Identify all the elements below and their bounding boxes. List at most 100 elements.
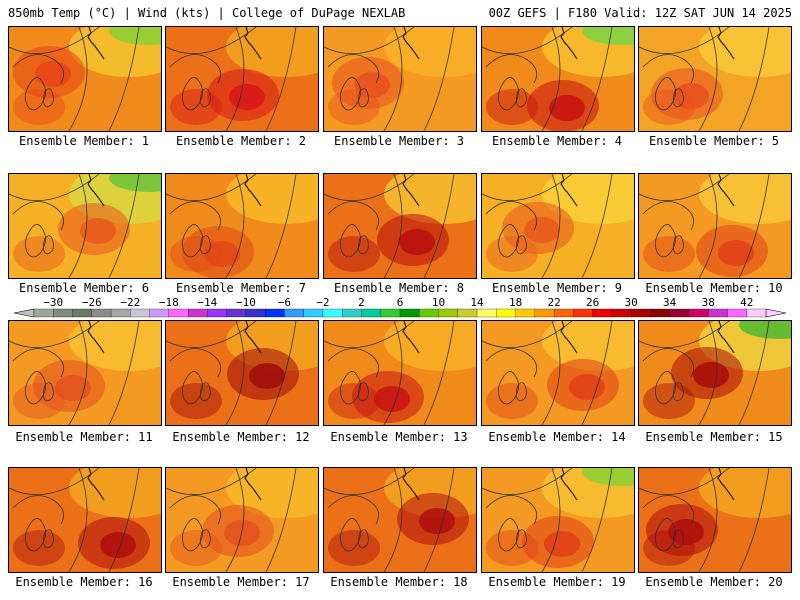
temperature-colorbar: −30 −26 −22 −18 −14 −10 −6 −2 2 6 10 14 18 22 26 30 34 38… <box>13 296 787 318</box>
colorbar-swatch <box>342 308 362 318</box>
colorbar-swatch <box>708 308 728 318</box>
colorbar-swatch <box>303 308 324 318</box>
colorbar-tick-label: 10 <box>432 296 445 309</box>
colorbar-swatch <box>438 308 459 318</box>
colorbar-tick-label: 14 <box>470 296 484 309</box>
header-run-info: 00Z GEFS | F180 Valid: 12Z SAT JUN 14 20… <box>488 6 792 20</box>
colorbar-swatch <box>592 308 613 318</box>
temperature-map <box>9 321 161 425</box>
ensemble-panel-20 <box>638 467 792 573</box>
colorbar-swatch <box>33 308 54 318</box>
colorbar-swatch <box>727 308 748 318</box>
temperature-map <box>482 27 634 131</box>
ensemble-member-label: Ensemble Member: 12 <box>172 430 310 444</box>
colorbar-swatch <box>130 308 151 318</box>
colorbar-swatch <box>515 308 536 318</box>
header-title: 850mb Temp (°C) | Wind (kts) | College o… <box>8 6 406 20</box>
colorbar-swatch <box>168 308 189 318</box>
ensemble-member-label: Ensemble Member: 15 <box>645 430 783 444</box>
temperature-map <box>639 174 791 278</box>
temperature-map <box>324 27 476 131</box>
ensemble-member-label: Ensemble Member: 1 <box>18 134 150 148</box>
ensemble-panel-5 <box>638 26 792 132</box>
colorbar-swatch <box>496 308 517 318</box>
colorbar-tick-label: 34 <box>663 296 677 309</box>
ensemble-member-label: Ensemble Member: 13 <box>330 430 468 444</box>
colorbar-tick-label: 42 <box>740 296 753 309</box>
ensemble-member-label: Ensemble Member: 3 <box>333 134 465 148</box>
colorbar-swatch <box>361 308 382 318</box>
colorbar-high-arrow <box>765 308 787 318</box>
colorbar-swatch <box>187 308 208 318</box>
temperature-map <box>166 27 318 131</box>
colorbar-swatch <box>457 308 478 318</box>
temperature-map <box>639 321 791 425</box>
temperature-map <box>9 174 161 278</box>
ensemble-panel-14 <box>481 320 635 426</box>
temperature-map <box>324 174 476 278</box>
ensemble-panel-1 <box>8 26 162 132</box>
ensemble-panel-19 <box>481 467 635 573</box>
ensemble-member-label: Ensemble Member: 5 <box>648 134 780 148</box>
ensemble-member-label: Ensemble Member: 14 <box>488 430 626 444</box>
ensemble-panel-7 <box>165 173 319 279</box>
colorbar-swatch <box>207 308 228 318</box>
ensemble-panel-6 <box>8 173 162 279</box>
colorbar-tick-label: −6 <box>278 296 291 309</box>
temperature-map <box>482 321 634 425</box>
colorbar-low-arrow <box>13 308 35 318</box>
temperature-map <box>9 27 161 131</box>
ensemble-panel-4 <box>481 26 635 132</box>
colorbar-swatch <box>149 308 170 318</box>
temperature-map <box>324 468 476 572</box>
colorbar-tick-label: −26 <box>82 296 102 309</box>
colorbar-swatch <box>553 308 574 318</box>
colorbar-swatch <box>265 308 285 318</box>
colorbar-tick-label: −14 <box>197 296 217 309</box>
colorbar-swatch <box>611 308 632 318</box>
temperature-map <box>639 27 791 131</box>
ensemble-panel-16 <box>8 467 162 573</box>
colorbar-tick-label: −18 <box>159 296 179 309</box>
ensemble-panel-8 <box>323 173 477 279</box>
temperature-map <box>482 174 634 278</box>
colorbar-swatch <box>226 308 247 318</box>
colorbar-swatch <box>53 308 73 318</box>
ensemble-member-label: Ensemble Member: 9 <box>491 281 623 295</box>
ensemble-panel-15 <box>638 320 792 426</box>
colorbar-swatch <box>419 308 439 318</box>
temperature-map <box>166 468 318 572</box>
ensemble-panel-3 <box>323 26 477 132</box>
colorbar-tick-label: −2 <box>316 296 329 309</box>
temperature-map <box>9 468 161 572</box>
ensemble-member-label: Ensemble Member: 18 <box>330 575 468 589</box>
ensemble-member-label: Ensemble Member: 20 <box>645 575 783 589</box>
ensemble-panel-12 <box>165 320 319 426</box>
ensemble-member-label: Ensemble Member: 2 <box>175 134 307 148</box>
colorbar-swatch <box>688 308 709 318</box>
colorbar-swatch <box>476 308 497 318</box>
ensemble-panel-11 <box>8 320 162 426</box>
colorbar-tick-label: 30 <box>625 296 638 309</box>
temperature-map <box>482 468 634 572</box>
ensemble-panel-2 <box>165 26 319 132</box>
temperature-map <box>324 321 476 425</box>
colorbar-tick-label: −10 <box>236 296 256 309</box>
ensemble-member-label: Ensemble Member: 10 <box>645 281 783 295</box>
ensemble-member-label: Ensemble Member: 7 <box>175 281 307 295</box>
ensemble-member-label: Ensemble Member: 6 <box>18 281 150 295</box>
ensemble-member-label: Ensemble Member: 4 <box>491 134 623 148</box>
colorbar-swatch <box>746 308 767 318</box>
colorbar-swatch <box>650 308 671 318</box>
colorbar-tick-label: 6 <box>397 296 404 309</box>
ensemble-panel-13 <box>323 320 477 426</box>
colorbar-swatch <box>91 308 112 318</box>
ensemble-member-label: Ensemble Member: 16 <box>15 575 153 589</box>
colorbar-swatch <box>110 308 131 318</box>
colorbar-swatch <box>631 308 651 318</box>
ensemble-panel-10 <box>638 173 792 279</box>
colorbar-swatch <box>399 308 420 318</box>
ensemble-member-label: Ensemble Member: 19 <box>488 575 626 589</box>
colorbar-swatch <box>380 308 401 318</box>
colorbar-swatch <box>534 308 555 318</box>
